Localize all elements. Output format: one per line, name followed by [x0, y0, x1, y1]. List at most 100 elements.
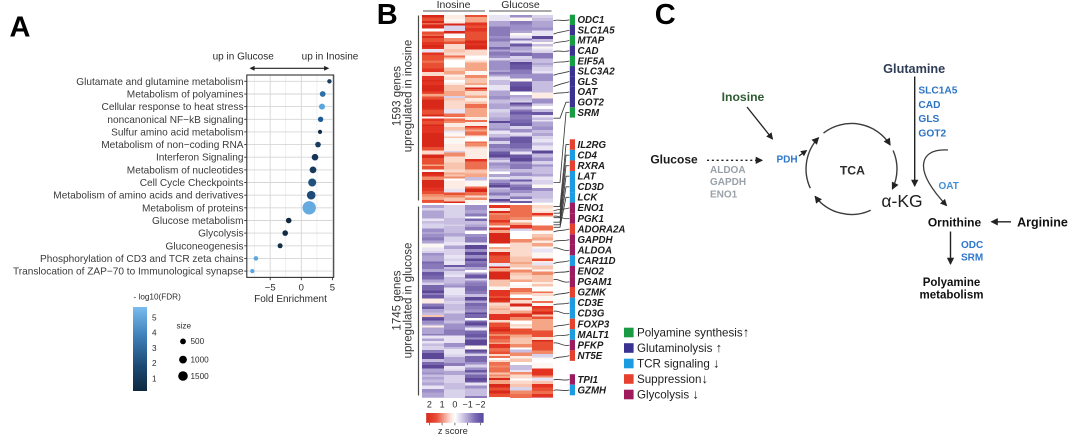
- svg-text:Glycolysis ↓: Glycolysis ↓: [637, 387, 699, 402]
- svg-text:Fold Enrichment: Fold Enrichment: [254, 294, 327, 305]
- svg-text:IL2RG: IL2RG: [578, 140, 607, 151]
- svg-text:PGK1: PGK1: [578, 214, 604, 225]
- svg-text:MALT1: MALT1: [578, 330, 610, 341]
- svg-text:GAPDH: GAPDH: [710, 177, 746, 188]
- svg-text:Inosine: Inosine: [722, 90, 765, 104]
- svg-text:PDH: PDH: [777, 154, 798, 165]
- svg-text:PGAM1: PGAM1: [578, 277, 612, 288]
- svg-text:3: 3: [152, 344, 157, 353]
- svg-text:5: 5: [330, 283, 335, 294]
- svg-text:ALDOA: ALDOA: [710, 165, 746, 176]
- svg-text:GLS: GLS: [918, 114, 939, 125]
- svg-text:RXRA: RXRA: [578, 161, 605, 172]
- svg-text:Gluconeogenesis: Gluconeogenesis: [166, 241, 244, 252]
- svg-text:500: 500: [191, 337, 205, 346]
- svg-text:PFKP: PFKP: [578, 340, 604, 351]
- svg-text:Inosine: Inosine: [437, 0, 471, 11]
- svg-text:ODC1: ODC1: [578, 15, 605, 26]
- svg-text:α-KG: α-KG: [881, 191, 922, 211]
- svg-text:size: size: [177, 322, 192, 331]
- svg-text:Translocation of ZAP−70 to Imm: Translocation of ZAP−70 to Immunological…: [13, 267, 244, 278]
- svg-text:Polyamine synthesis↑: Polyamine synthesis↑: [637, 325, 749, 340]
- svg-text:GOT2: GOT2: [918, 129, 946, 140]
- svg-text:Phosphorylation of CD3 and TCR: Phosphorylation of CD3 and TCR zeta chai…: [40, 254, 243, 265]
- svg-text:z score: z score: [438, 426, 468, 436]
- svg-text:OAT: OAT: [578, 87, 599, 98]
- svg-text:CAR11D: CAR11D: [578, 256, 616, 267]
- svg-text:0: 0: [452, 400, 457, 410]
- svg-text:upregulated in inosine: upregulated in inosine: [403, 40, 415, 153]
- svg-text:2: 2: [152, 359, 157, 368]
- svg-text:SLC1A5: SLC1A5: [578, 25, 616, 36]
- svg-text:Glycolysis: Glycolysis: [198, 229, 243, 240]
- svg-text:A: A: [10, 12, 31, 44]
- svg-text:ALDOA: ALDOA: [577, 245, 612, 256]
- svg-text:CD3D: CD3D: [578, 182, 604, 193]
- svg-text:−5: −5: [265, 283, 276, 294]
- svg-text:ODC: ODC: [961, 240, 983, 251]
- svg-text:CD4: CD4: [578, 151, 598, 162]
- svg-text:GZMH: GZMH: [578, 385, 608, 396]
- svg-text:Glutaminolysis ↑: Glutaminolysis ↑: [637, 340, 722, 355]
- svg-text:CAD: CAD: [578, 46, 599, 57]
- svg-text:C: C: [655, 0, 676, 31]
- svg-text:LAT: LAT: [578, 172, 597, 183]
- svg-text:CD3E: CD3E: [578, 298, 604, 309]
- svg-text:Metabolism of polyamines: Metabolism of polyamines: [127, 90, 244, 101]
- svg-text:Suppression↓: Suppression↓: [637, 371, 708, 386]
- svg-text:MTAP: MTAP: [578, 36, 605, 47]
- svg-text:ENO1: ENO1: [710, 189, 738, 200]
- svg-text:up in Glucose: up in Glucose: [213, 52, 275, 63]
- svg-text:1: 1: [440, 400, 445, 410]
- svg-text:Arginine: Arginine: [1017, 216, 1068, 230]
- svg-text:GAPDH: GAPDH: [578, 235, 614, 246]
- svg-text:Sulfur amino acid metabolism: Sulfur amino acid metabolism: [111, 127, 243, 138]
- svg-text:- log10(FDR): - log10(FDR): [134, 293, 182, 302]
- svg-text:FOXP3: FOXP3: [578, 319, 610, 330]
- svg-text:Glucose: Glucose: [650, 153, 698, 167]
- svg-text:1593 genes: 1593 genes: [392, 66, 404, 126]
- svg-text:LCK: LCK: [578, 193, 599, 204]
- svg-text:Cell Cycle Checkpoints: Cell Cycle Checkpoints: [140, 178, 244, 189]
- svg-text:−1: −1: [462, 400, 472, 410]
- svg-text:Glucose metabolism: Glucose metabolism: [152, 216, 243, 227]
- svg-text:B: B: [377, 0, 398, 31]
- svg-text:TPI1: TPI1: [578, 375, 598, 386]
- svg-text:Glutamate and glutamine metabo: Glutamate and glutamine metabolism: [76, 77, 243, 88]
- svg-text:SLC1A5: SLC1A5: [918, 85, 957, 96]
- svg-text:2: 2: [427, 400, 432, 410]
- svg-text:1000: 1000: [191, 355, 210, 364]
- svg-text:1: 1: [152, 375, 157, 384]
- svg-text:EIF5A: EIF5A: [578, 56, 605, 67]
- svg-text:1745 genes: 1745 genes: [392, 270, 404, 330]
- svg-text:OAT: OAT: [939, 181, 959, 192]
- svg-text:ENO1: ENO1: [578, 203, 604, 214]
- svg-text:TCR signaling ↓: TCR signaling ↓: [637, 356, 720, 371]
- svg-text:noncanonical NF−kB signaling: noncanonical NF−kB signaling: [107, 115, 243, 126]
- svg-text:Ornithine: Ornithine: [928, 216, 982, 230]
- svg-text:1500: 1500: [191, 372, 210, 381]
- svg-text:SRM: SRM: [578, 108, 600, 119]
- svg-text:Cellular response to heat stre: Cellular response to heat stress: [102, 102, 244, 113]
- svg-text:NT5E: NT5E: [578, 351, 603, 362]
- svg-text:metabolism: metabolism: [920, 289, 984, 301]
- svg-text:CAD: CAD: [918, 100, 940, 111]
- svg-text:GOT2: GOT2: [578, 98, 605, 109]
- svg-text:ADORA2A: ADORA2A: [577, 224, 626, 235]
- svg-text:Glutamine: Glutamine: [883, 62, 945, 76]
- svg-text:Metabolism of non−coding RNA: Metabolism of non−coding RNA: [101, 140, 243, 151]
- svg-text:GZMK: GZMK: [578, 288, 608, 299]
- svg-text:TCA: TCA: [840, 163, 865, 177]
- svg-text:upregulated in glucose: upregulated in glucose: [403, 243, 415, 359]
- svg-text:Polyamine: Polyamine: [923, 277, 981, 289]
- svg-text:SRM: SRM: [961, 253, 983, 264]
- svg-text:Glucose: Glucose: [501, 0, 540, 11]
- svg-text:−2: −2: [475, 400, 485, 410]
- svg-text:4: 4: [152, 329, 157, 338]
- svg-text:GLS: GLS: [578, 77, 598, 88]
- svg-text:Metabolism of nucleotides: Metabolism of nucleotides: [127, 165, 244, 176]
- svg-text:Interferon Signaling: Interferon Signaling: [156, 153, 244, 164]
- svg-text:up in Inosine: up in Inosine: [302, 52, 359, 63]
- svg-text:SLC3A2: SLC3A2: [578, 67, 616, 78]
- svg-text:0: 0: [299, 283, 304, 294]
